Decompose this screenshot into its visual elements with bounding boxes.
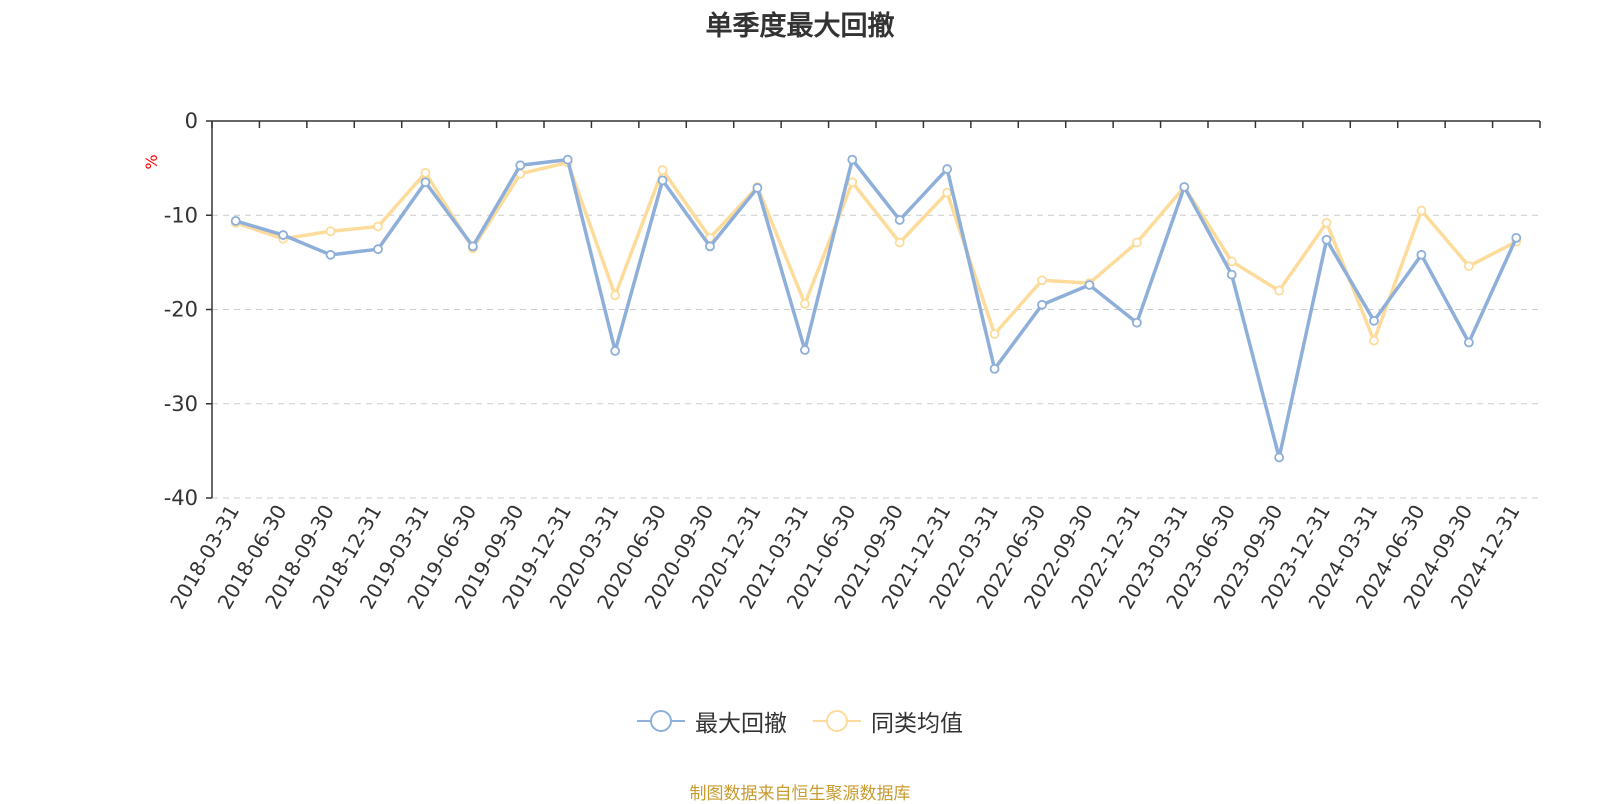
data-point-peer-average [942, 187, 953, 198]
data-point-max-drawdown [847, 154, 858, 165]
series-line-max-drawdown [235, 157, 1518, 460]
data-point-peer-average [1321, 217, 1332, 228]
data-point-peer-average [657, 165, 668, 175]
data-point-max-drawdown [373, 244, 383, 255]
data-point-max-drawdown [705, 241, 715, 252]
data-point-peer-average [847, 177, 858, 188]
data-point-max-drawdown [989, 363, 1000, 374]
data-point-peer-average [1274, 285, 1285, 296]
data-point-peer-average [420, 167, 431, 178]
data-point-max-drawdown [467, 241, 478, 252]
data-point-peer-average [1463, 261, 1474, 272]
data-point-peer-average [1037, 275, 1047, 286]
chart-title: 单季度最大回撤 [705, 11, 895, 42]
y-tick-label: -20 [164, 298, 198, 322]
y-tick-label: -30 [164, 392, 198, 416]
legend-label-peer-average: 同类均值 [871, 711, 963, 737]
data-point-max-drawdown [420, 177, 431, 188]
data-point-peer-average [610, 290, 621, 301]
y-tick-label: -10 [164, 203, 198, 227]
data-point-max-drawdown [894, 215, 905, 225]
data-point-max-drawdown [942, 164, 953, 174]
series-line-peer-average [235, 160, 1518, 343]
data-point-peer-average [373, 221, 383, 232]
data-point-max-drawdown [1131, 317, 1142, 328]
data-point-max-drawdown [1037, 299, 1047, 310]
data-point-max-drawdown [1274, 452, 1285, 463]
data-point-peer-average [325, 226, 336, 237]
data-point-max-drawdown [1511, 232, 1522, 243]
data-point-max-drawdown [657, 175, 668, 186]
legend: 最大回撤 同类均值 [0, 704, 1600, 738]
legend-label-max-drawdown: 最大回撤 [695, 711, 787, 737]
data-point-max-drawdown [1321, 234, 1332, 245]
data-point-peer-average [799, 298, 810, 309]
data-point-peer-average [1416, 205, 1427, 216]
y-tick-label: -40 [164, 486, 198, 510]
data-point-peer-average [1226, 256, 1237, 267]
data-point-max-drawdown [515, 160, 526, 171]
legend-item-max-drawdown[interactable]: 最大回撤 [637, 704, 787, 738]
data-point-max-drawdown [752, 183, 763, 193]
data-point-peer-average [894, 237, 905, 248]
data-point-max-drawdown [230, 216, 241, 226]
data-point-max-drawdown [799, 345, 810, 355]
data-point-max-drawdown [1369, 315, 1379, 326]
y-axis-label: % [142, 154, 161, 169]
data-point-peer-average [989, 329, 1000, 339]
legend-marker-max-drawdown [637, 710, 685, 732]
data-point-max-drawdown [562, 154, 573, 165]
data-source-note: 制图数据来自恒生聚源数据库 [689, 784, 911, 804]
y-tick-label: 0 [185, 109, 198, 133]
data-point-max-drawdown [1084, 280, 1095, 290]
data-point-peer-average [1131, 237, 1142, 248]
data-point-max-drawdown [610, 346, 621, 356]
legend-marker-peer-average [813, 710, 861, 732]
data-point-max-drawdown [1463, 337, 1474, 348]
data-point-peer-average [1369, 335, 1379, 346]
data-point-max-drawdown [1179, 182, 1190, 192]
data-point-max-drawdown [325, 249, 336, 260]
data-point-max-drawdown [278, 230, 289, 240]
legend-item-peer-average[interactable]: 同类均值 [813, 704, 963, 738]
data-point-max-drawdown [1226, 269, 1237, 280]
data-point-max-drawdown [1416, 249, 1427, 260]
